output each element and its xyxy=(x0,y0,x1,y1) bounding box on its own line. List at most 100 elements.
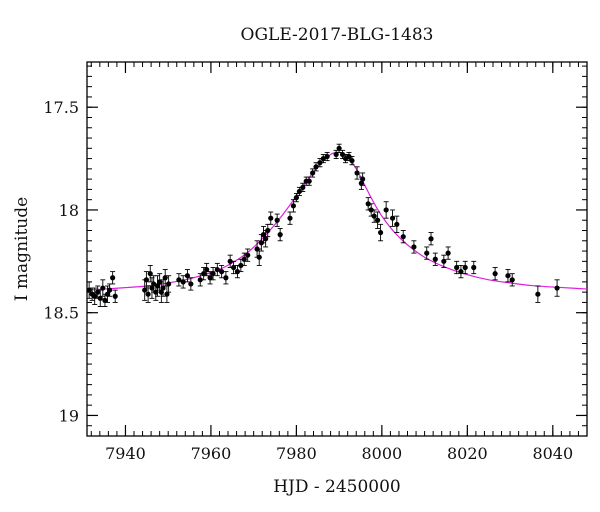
point-marker xyxy=(166,281,172,287)
point-marker xyxy=(462,264,468,271)
x-tick-label: 8020 xyxy=(447,444,488,463)
data-point xyxy=(394,215,400,234)
point-marker xyxy=(313,164,319,170)
point-marker xyxy=(207,275,213,281)
point-marker xyxy=(554,285,560,291)
data-point xyxy=(219,264,225,279)
major-ticks xyxy=(87,62,587,436)
data-point xyxy=(336,143,342,153)
data-point xyxy=(162,269,168,287)
point-marker xyxy=(471,264,477,271)
data-point xyxy=(176,273,182,287)
point-marker xyxy=(354,170,360,176)
point-marker xyxy=(214,266,220,273)
point-marker xyxy=(204,266,210,273)
data-point xyxy=(204,262,210,277)
x-tick-label: 7940 xyxy=(105,444,146,463)
data-point xyxy=(310,168,316,178)
data-point xyxy=(400,230,406,244)
point-marker xyxy=(201,271,207,277)
data-point xyxy=(320,154,326,164)
data-point xyxy=(554,279,560,297)
point-marker xyxy=(162,275,168,281)
y-tick-label: 19 xyxy=(59,406,79,425)
data-point xyxy=(441,254,447,268)
data-point xyxy=(454,260,460,275)
data-point xyxy=(112,289,118,303)
point-marker xyxy=(458,269,464,275)
y-tick-label: 17.5 xyxy=(43,98,79,117)
data-point xyxy=(445,246,451,260)
point-marker xyxy=(336,145,342,151)
x-tick-label: 7980 xyxy=(276,444,317,463)
point-marker xyxy=(324,153,330,160)
data-point xyxy=(110,271,116,285)
point-marker xyxy=(310,170,316,176)
data-point xyxy=(287,211,293,225)
point-marker xyxy=(241,256,247,262)
data-point xyxy=(197,273,203,287)
point-marker xyxy=(274,217,280,223)
point-marker xyxy=(260,232,267,238)
data-point xyxy=(374,211,381,229)
point-marker xyxy=(265,227,271,234)
point-marker xyxy=(290,203,297,209)
data-point xyxy=(277,228,283,242)
y-tick-label: 18.5 xyxy=(43,304,79,323)
data-point xyxy=(509,273,515,287)
point-marker xyxy=(374,217,381,223)
data-point xyxy=(214,262,220,277)
data-point xyxy=(89,287,95,301)
point-marker xyxy=(227,258,233,264)
plot-frame xyxy=(86,61,588,437)
data-point xyxy=(188,277,194,291)
point-marker xyxy=(230,264,237,271)
point-marker xyxy=(293,195,300,201)
data-point xyxy=(300,182,306,192)
point-marker xyxy=(223,275,229,281)
point-marker xyxy=(245,252,251,258)
data-point xyxy=(471,260,477,275)
data-point xyxy=(223,271,229,285)
data-point xyxy=(184,269,191,283)
point-marker xyxy=(197,277,203,283)
point-marker xyxy=(394,221,400,227)
data-point xyxy=(263,230,269,248)
y-tick-labels: 17.5 18 18.5 19 xyxy=(43,98,79,425)
point-marker xyxy=(184,273,191,279)
point-marker xyxy=(238,262,244,269)
data-point xyxy=(428,232,434,246)
data-point xyxy=(306,176,312,186)
x-tick-label: 8040 xyxy=(532,444,573,463)
data-point xyxy=(535,285,541,303)
point-marker xyxy=(112,293,118,299)
model-curve xyxy=(86,151,588,291)
point-marker xyxy=(154,283,161,289)
point-marker xyxy=(210,271,216,277)
data-point xyxy=(100,279,106,297)
x-tick-labels: 7940 7960 7980 8000 8020 8040 xyxy=(105,444,573,463)
data-point xyxy=(458,264,464,279)
point-marker xyxy=(535,291,541,297)
point-marker xyxy=(97,295,103,301)
point-marker xyxy=(300,184,306,190)
data-point xyxy=(411,240,417,254)
data-point xyxy=(296,186,302,197)
point-marker xyxy=(424,250,430,256)
x-axis-label: HJD - 2450000 xyxy=(273,477,401,497)
point-marker xyxy=(505,273,511,279)
data-point xyxy=(383,201,389,219)
data-point xyxy=(180,275,186,289)
y-axis-label: I magnitude xyxy=(12,197,32,301)
point-marker xyxy=(102,297,108,303)
data-point xyxy=(432,252,438,266)
data-point xyxy=(245,248,251,262)
point-marker xyxy=(400,234,406,240)
point-marker xyxy=(107,287,113,293)
data-point xyxy=(377,223,384,242)
data-point xyxy=(371,209,377,223)
point-marker xyxy=(492,271,498,277)
point-marker xyxy=(256,254,262,260)
x-tick-label: 7960 xyxy=(191,444,232,463)
